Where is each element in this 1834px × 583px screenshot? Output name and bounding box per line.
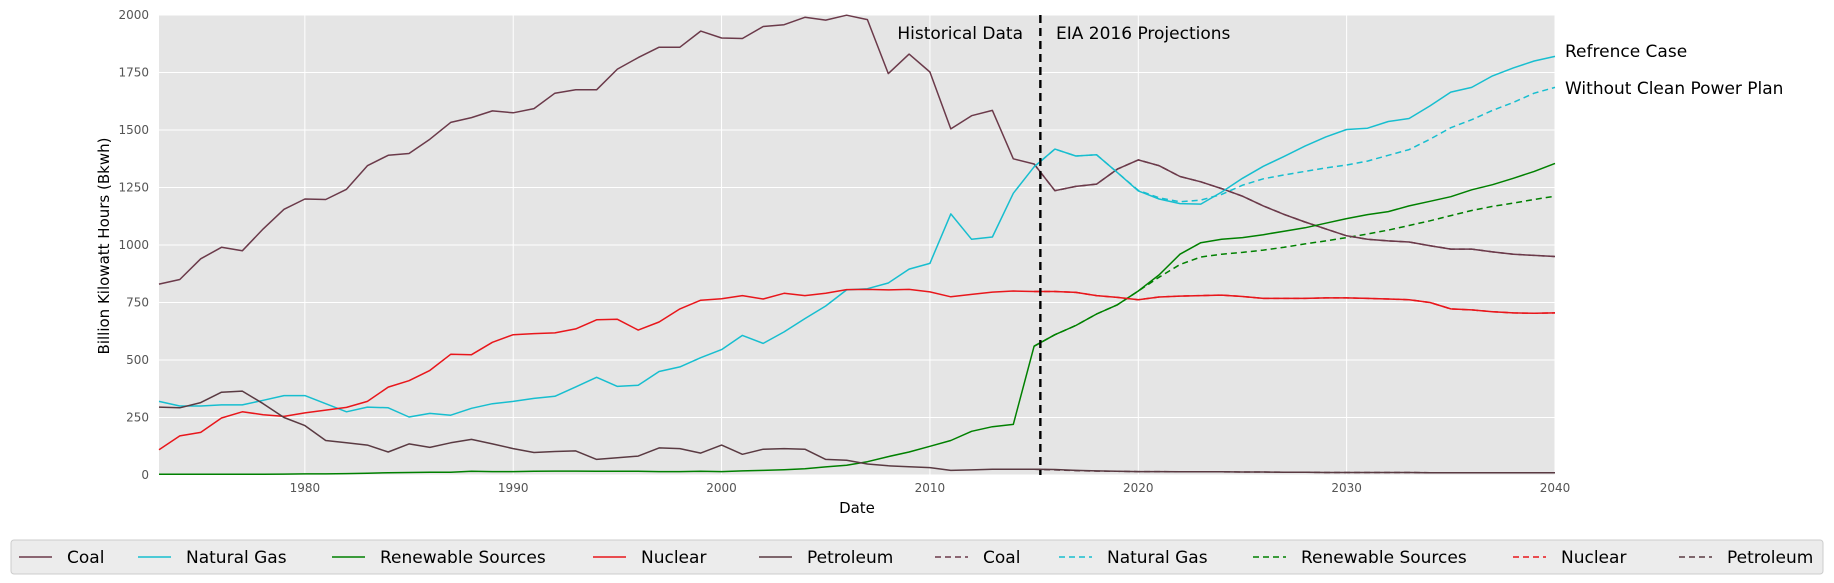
y-tick-label: 1000 <box>118 238 149 252</box>
y-tick-labels: 0 250 500 750 1000 1250 1500 1750 2000 <box>118 8 149 482</box>
y-tick-label: 500 <box>126 353 149 367</box>
y-axis-label: Billion Kilowatt Hours (Bkwh) <box>95 138 113 355</box>
x-tick-labels: 1980 1990 2000 2010 2020 2030 2040 <box>290 481 1571 495</box>
y-tick-label: 2000 <box>118 8 149 22</box>
annotation-projections: EIA 2016 Projections <box>1056 24 1231 44</box>
y-tick-label: 1500 <box>118 123 149 137</box>
x-tick-label: 2040 <box>1540 481 1571 495</box>
y-tick-label: 0 <box>141 468 149 482</box>
x-tick-label: 2010 <box>915 481 946 495</box>
series-line-renewable-sources-dashed <box>1033 195 1556 347</box>
y-tick-label: 250 <box>126 411 149 425</box>
x-tick-label: 2000 <box>706 481 737 495</box>
x-tick-label: 1980 <box>290 481 321 495</box>
legend-label: Renewable Sources <box>1301 548 1467 568</box>
series-line-coal-solid <box>158 14 1556 285</box>
y-tick-label: 1750 <box>118 66 149 80</box>
legend-label: Renewable Sources <box>380 548 546 568</box>
legend-label: Petroleum <box>807 548 893 568</box>
series-lines <box>158 14 1556 476</box>
annotation-reference-case: Refrence Case <box>1565 42 1687 62</box>
series-line-nuclear-solid <box>158 288 1556 451</box>
x-tick-label: 2020 <box>1123 481 1154 495</box>
y-tick-label: 1250 <box>118 181 149 195</box>
y-tick-label: 750 <box>126 296 149 310</box>
legend: Coal Natural Gas Renewable Sources Nuclear P… <box>10 539 1824 575</box>
legend-label: Nuclear <box>641 548 706 568</box>
x-axis-label: Date <box>839 499 875 517</box>
x-tick-label: 1990 <box>498 481 529 495</box>
series-line-renewable-sources-solid <box>159 162 1556 476</box>
legend-label: Natural Gas <box>186 548 287 568</box>
annotation-historical: Historical Data <box>897 24 1023 44</box>
legend-box <box>10 539 1824 575</box>
annotation-without-cpp: Without Clean Power Plan <box>1565 79 1783 99</box>
legend-label: Natural Gas <box>1107 548 1208 568</box>
x-tick-label: 2030 <box>1331 481 1362 495</box>
legend-label: Coal <box>67 548 104 568</box>
legend-label: Nuclear <box>1561 548 1626 568</box>
grid-lines <box>159 14 1556 476</box>
legend-label: Petroleum <box>1727 548 1813 568</box>
series-line-petroleum-solid <box>158 390 1555 474</box>
legend-label: Coal <box>983 548 1020 568</box>
